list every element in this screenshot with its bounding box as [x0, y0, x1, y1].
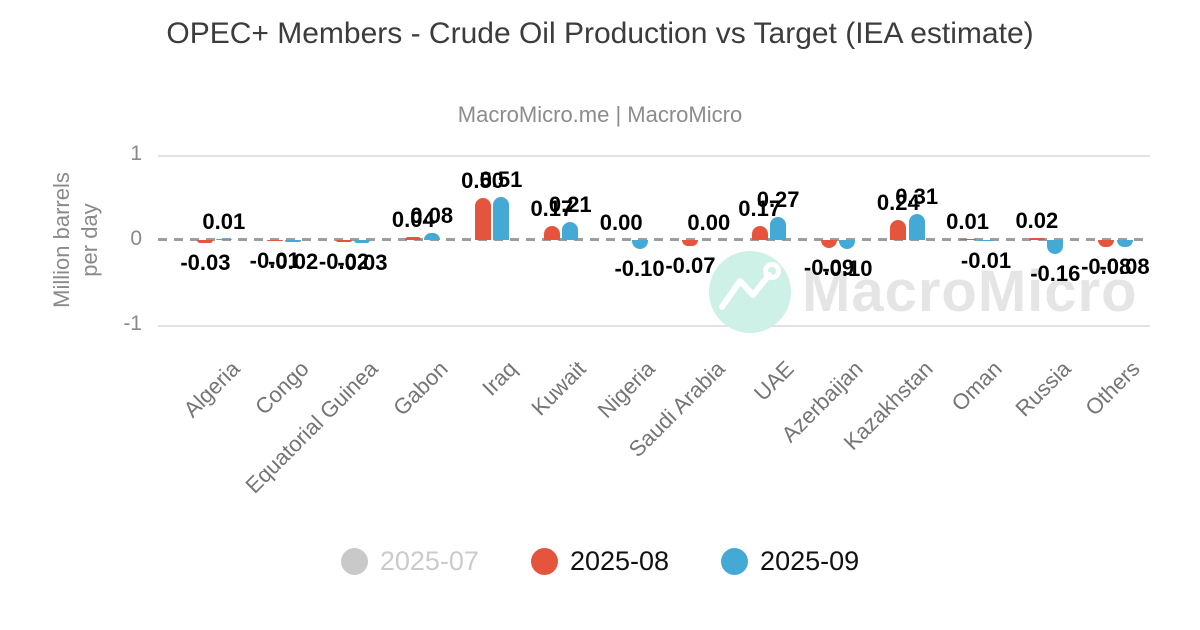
bar-2025-09-oman[interactable]: [977, 240, 994, 241]
bar-2025-08-iraq[interactable]: [474, 197, 491, 240]
bar-value-label-2025-08-equatorial-guinea: -0.02: [318, 248, 370, 274]
bar-value-label-2025-09-kazakhstan: 0.31: [895, 183, 939, 209]
bar-value-label-2025-08-congo: -0.01: [249, 247, 300, 273]
bar-2025-08-kazakhstan[interactable]: [890, 219, 907, 240]
bar-value-label-2025-08-azerbaijan: -0.09: [803, 254, 855, 280]
bar-value-label-2025-08-nigeria: 0.00: [599, 210, 643, 235]
bar-value-label-2025-08-russia: 0.02: [1015, 208, 1059, 234]
bar-value-label-2025-09-saudi-arabia: 0.00: [687, 210, 731, 235]
y-tick-0: 0: [130, 227, 142, 250]
bar-value-label-2025-09-iraq: 0.51: [479, 166, 523, 192]
legend: 2025-07 2025-08 2025-09: [0, 546, 1200, 577]
bar-2025-09-others[interactable]: [1116, 240, 1133, 247]
bar-value-label-2025-08-kazakhstan: 0.24: [876, 189, 920, 215]
legend-item-2025-08[interactable]: 2025-08: [530, 546, 670, 577]
bar-2025-09-kazakhstan[interactable]: [908, 213, 925, 240]
bar-2025-09-azerbaijan[interactable]: [839, 240, 856, 249]
bar-value-label-2025-08-oman: 0.01: [946, 209, 989, 235]
bar-value-label-2025-09-azerbaijan: -0.10: [822, 255, 873, 281]
bar-2025-08-algeria[interactable]: [197, 240, 214, 243]
bar-2025-09-russia[interactable]: [1047, 240, 1064, 254]
zero-gridline: [158, 238, 1150, 241]
bar-value-label-2025-08-kuwait: 0.17: [530, 195, 574, 221]
bar-2025-09-uae[interactable]: [770, 217, 787, 240]
bar-value-label-2025-08-algeria: -0.03: [180, 249, 231, 275]
bar-value-label-2025-08-iraq: 0.50: [461, 167, 504, 193]
bar-2025-09-equatorial-guinea[interactable]: [354, 240, 371, 243]
legend-item-2025-07[interactable]: 2025-07: [340, 546, 479, 577]
bar-value-label-2025-09-kuwait: 0.21: [548, 192, 592, 218]
chart-subtitle: MacroMicro.me | MacroMicro: [457, 102, 743, 127]
gridline-y1: [158, 155, 1150, 157]
bar-value-label-2025-08-gabon: 0.04: [391, 206, 435, 232]
bar-2025-09-iraq[interactable]: [492, 196, 509, 240]
bar-value-label-2025-09-algeria: 0.01: [202, 209, 246, 235]
bar-2025-09-gabon[interactable]: [423, 233, 440, 240]
bar-value-label-2025-08-others: -0.08: [1081, 253, 1132, 279]
bar-value-label-2025-09-nigeria: -0.10: [614, 255, 665, 281]
bar-value-label-2025-09-congo: -0.02: [268, 248, 319, 274]
bar-2025-09-algeria[interactable]: [215, 239, 232, 240]
legend-label: 2025-07: [379, 546, 479, 576]
bar-value-label-2025-09-russia: -0.16: [1030, 260, 1081, 286]
bar-2025-08-others[interactable]: [1098, 240, 1115, 247]
chart-title: OPEC+ Members - Crude Oil Production vs …: [166, 17, 1034, 50]
bar-value-label-2025-08-uae: 0.17: [738, 195, 782, 221]
bar-value-label-2025-09-gabon: 0.08: [410, 203, 454, 229]
bar-2025-08-saudi-arabia[interactable]: [682, 240, 699, 246]
bar-2025-08-russia[interactable]: [1028, 238, 1045, 240]
bar-2025-08-equatorial-guinea[interactable]: [336, 240, 352, 242]
bar-value-label-2025-09-oman: -0.01: [960, 247, 1012, 273]
watermark-text: MacroMicro: [802, 259, 1138, 324]
legend-label: 2025-08: [569, 546, 670, 576]
bar-2025-08-azerbaijan[interactable]: [821, 240, 837, 248]
bar-value-label-2025-09-others: -0.08: [1099, 253, 1150, 279]
y-tick-1: 1: [130, 142, 142, 165]
legend-marker-2025-09-icon: [721, 548, 749, 575]
bar-2025-09-congo[interactable]: [285, 240, 302, 242]
bar-value-label-2025-08-saudi-arabia: -0.07: [665, 252, 716, 278]
bar-2025-09-kuwait[interactable]: [562, 222, 579, 240]
y-tick--1: -1: [123, 312, 142, 335]
gridline-y-minus1: [158, 325, 1150, 327]
bar-2025-08-congo[interactable]: [266, 240, 283, 241]
legend-item-2025-09[interactable]: 2025-09: [721, 546, 859, 577]
bar-2025-09-nigeria[interactable]: [631, 240, 648, 249]
legend-marker-2025-08-icon: [530, 548, 558, 575]
legend-marker-2025-07-icon: [340, 548, 368, 575]
bar-2025-08-gabon[interactable]: [405, 236, 422, 240]
bar-2025-08-kuwait[interactable]: [543, 225, 560, 240]
bar-value-label-2025-09-equatorial-guinea: -0.03: [337, 249, 388, 275]
legend-label: 2025-09: [760, 546, 860, 576]
bar-2025-08-oman[interactable]: [959, 239, 976, 240]
bar-2025-08-uae[interactable]: [751, 225, 768, 240]
watermark-logo-icon: [708, 250, 792, 339]
bar-value-label-2025-09-uae: 0.27: [756, 187, 800, 213]
